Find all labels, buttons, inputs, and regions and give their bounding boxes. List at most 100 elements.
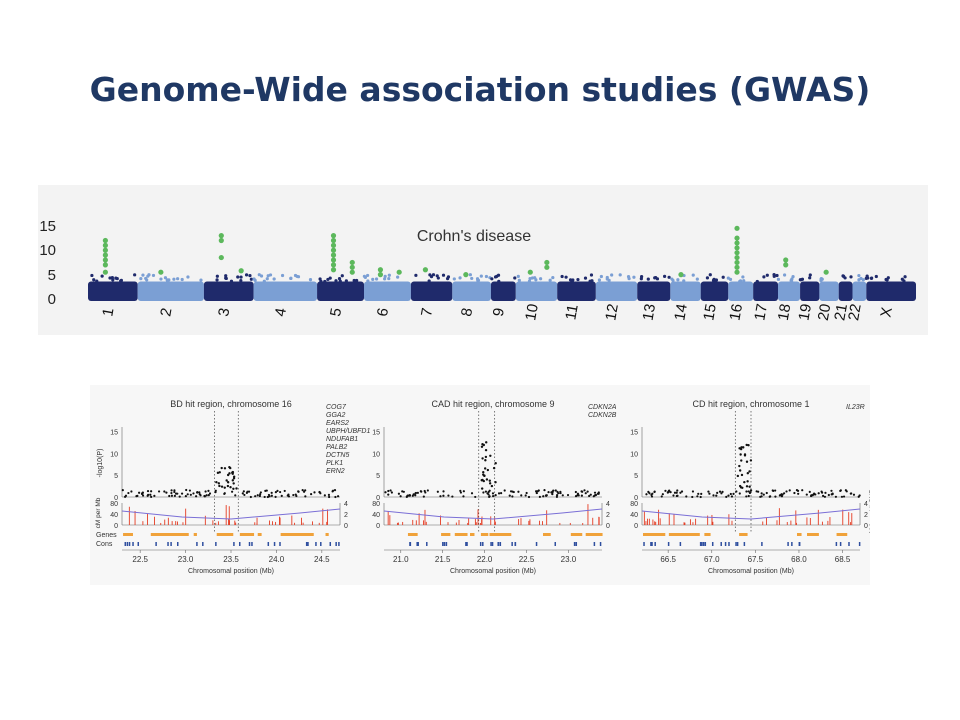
peak-point bbox=[486, 468, 490, 472]
snp-point bbox=[762, 493, 765, 496]
snp-point bbox=[539, 277, 543, 281]
snp-point bbox=[559, 491, 562, 495]
gene-track-mark bbox=[807, 533, 819, 536]
snp-point bbox=[296, 275, 301, 279]
hit-point bbox=[544, 264, 550, 270]
snp-point bbox=[383, 277, 387, 281]
snp-point bbox=[90, 273, 94, 278]
snp-point bbox=[782, 273, 787, 277]
snp-point bbox=[550, 491, 553, 494]
cons-track-mark bbox=[338, 542, 340, 546]
peak-point bbox=[229, 466, 232, 470]
snp-point bbox=[482, 491, 485, 494]
snp-point bbox=[137, 491, 141, 494]
chromosome-label: 13 bbox=[640, 303, 660, 322]
snp-point bbox=[371, 277, 375, 281]
hit-point bbox=[377, 267, 384, 273]
snp-point bbox=[195, 495, 198, 498]
region-panel-cd: CD hit region, chromosome 1 IL23R 0 5 10 15 0 4… bbox=[630, 399, 870, 575]
cons-track-mark bbox=[497, 542, 499, 546]
chromosome-band bbox=[838, 281, 853, 301]
hit-point bbox=[349, 259, 355, 266]
genes-track-label: Genes bbox=[96, 532, 117, 539]
snp-point bbox=[208, 492, 212, 495]
hit-point bbox=[102, 257, 108, 263]
snp-point bbox=[246, 490, 249, 493]
peak-point bbox=[484, 448, 488, 452]
snp-point bbox=[445, 277, 450, 281]
snp-point bbox=[516, 274, 520, 278]
snp-point bbox=[583, 489, 586, 492]
snp-point bbox=[170, 489, 173, 492]
cons-track-mark bbox=[743, 542, 746, 546]
chromosome-label: 3 bbox=[215, 307, 233, 318]
snp-point bbox=[776, 277, 781, 281]
snp-point bbox=[411, 494, 414, 497]
snp-point bbox=[243, 493, 246, 497]
manhattan-y-tick: 15 bbox=[39, 218, 56, 235]
hit-point bbox=[823, 269, 829, 275]
gene-track-mark bbox=[739, 533, 748, 536]
snp-point bbox=[670, 277, 674, 281]
x-tick-label: 23.5 bbox=[223, 555, 239, 564]
snp-point bbox=[441, 273, 446, 277]
snp-point bbox=[497, 492, 501, 495]
snp-point bbox=[366, 273, 370, 278]
gene-track-mark bbox=[407, 533, 416, 536]
snp-point bbox=[304, 489, 307, 492]
snp-point bbox=[755, 279, 759, 284]
snp-point bbox=[383, 274, 387, 279]
hit-point bbox=[330, 242, 337, 248]
gene-name: COG7 bbox=[326, 404, 347, 411]
chromosome-label: 12 bbox=[602, 303, 622, 322]
cons-track-mark bbox=[728, 542, 730, 546]
cons-track-mark bbox=[315, 542, 317, 546]
gene-track-mark bbox=[836, 533, 848, 536]
hit-point bbox=[330, 247, 337, 253]
snp-point bbox=[92, 278, 96, 282]
snp-point bbox=[387, 276, 391, 281]
snp-point bbox=[588, 494, 591, 498]
gene-track-mark bbox=[501, 533, 509, 536]
snp-point bbox=[747, 490, 750, 493]
snp-point bbox=[490, 277, 494, 281]
snp-point bbox=[859, 276, 863, 281]
snp-point bbox=[172, 277, 176, 281]
hit-point bbox=[544, 259, 550, 266]
peak-point bbox=[216, 471, 220, 475]
snp-point bbox=[173, 494, 176, 497]
x-tick-label: 24.0 bbox=[269, 555, 285, 564]
gene-track-mark bbox=[653, 533, 663, 536]
snp-point bbox=[593, 491, 597, 494]
snp-point bbox=[778, 494, 781, 497]
snp-point bbox=[272, 277, 276, 281]
gene-track-mark bbox=[461, 533, 468, 536]
snp-point bbox=[254, 495, 257, 498]
snp-point bbox=[738, 492, 741, 495]
x-tick-label: 68.5 bbox=[835, 555, 851, 564]
chromosome-band bbox=[819, 281, 839, 301]
snp-point bbox=[145, 278, 149, 282]
snp-point bbox=[244, 273, 249, 277]
snp-point bbox=[842, 495, 846, 498]
snp-point bbox=[180, 277, 184, 282]
gene-track-mark bbox=[489, 533, 500, 536]
x-tick-label: 67.5 bbox=[748, 555, 764, 564]
gene-track-mark bbox=[688, 533, 699, 536]
snp-point bbox=[355, 278, 359, 283]
snp-point bbox=[363, 275, 367, 279]
snp-point bbox=[390, 491, 393, 494]
cm-right-tick: 4 bbox=[864, 501, 868, 508]
snp-point bbox=[163, 276, 168, 280]
hit-point bbox=[218, 237, 224, 244]
peak-point bbox=[745, 460, 749, 463]
cons-track-mark bbox=[409, 542, 412, 546]
snp-point bbox=[135, 495, 138, 498]
snp-point bbox=[214, 489, 217, 492]
cons-track-mark bbox=[720, 542, 722, 546]
cm-axis-label: cM per Mb bbox=[95, 497, 102, 528]
snp-point bbox=[224, 276, 228, 281]
snp-point bbox=[283, 489, 286, 493]
snp-point bbox=[865, 274, 869, 278]
peak-point bbox=[490, 484, 494, 488]
